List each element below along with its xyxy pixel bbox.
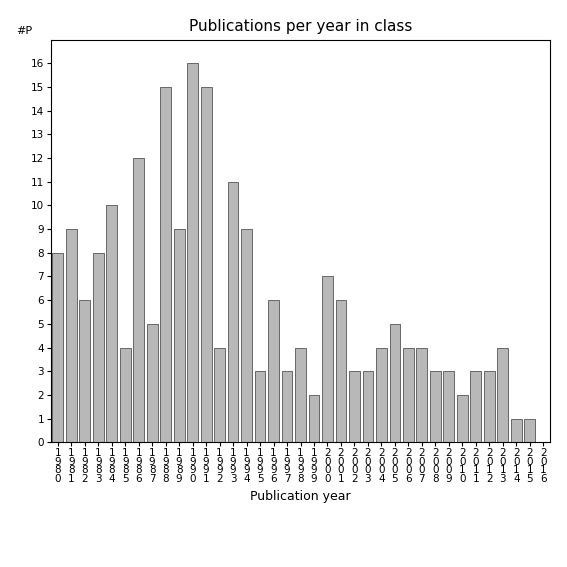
Bar (471, 371, 481, 442)
Bar (187, 64, 198, 442)
Title: Publications per year in class: Publications per year in class (189, 19, 412, 35)
Bar (120, 348, 130, 442)
Bar (524, 418, 535, 442)
Bar (93, 253, 104, 442)
Bar (308, 395, 319, 442)
Bar (107, 205, 117, 442)
Bar (66, 229, 77, 442)
Bar (362, 371, 373, 442)
Bar (497, 348, 508, 442)
Text: #P: #P (16, 26, 32, 36)
Bar (376, 348, 387, 442)
Bar (511, 418, 522, 442)
Bar (255, 371, 265, 442)
X-axis label: Publication year: Publication year (250, 490, 351, 503)
Bar (390, 324, 400, 442)
Bar (349, 371, 360, 442)
Bar (484, 371, 494, 442)
Bar (430, 371, 441, 442)
Bar (268, 300, 279, 442)
Bar (417, 348, 428, 442)
Bar (336, 300, 346, 442)
Bar (160, 87, 171, 442)
Bar (403, 348, 414, 442)
Bar (214, 348, 225, 442)
Bar (443, 371, 454, 442)
Bar (147, 324, 158, 442)
Bar (282, 371, 293, 442)
Bar (79, 300, 90, 442)
Bar (228, 182, 239, 442)
Bar (457, 395, 468, 442)
Bar (174, 229, 184, 442)
Bar (241, 229, 252, 442)
Bar (201, 87, 211, 442)
Bar (52, 253, 63, 442)
Bar (322, 277, 333, 442)
Bar (295, 348, 306, 442)
Bar (133, 158, 144, 442)
